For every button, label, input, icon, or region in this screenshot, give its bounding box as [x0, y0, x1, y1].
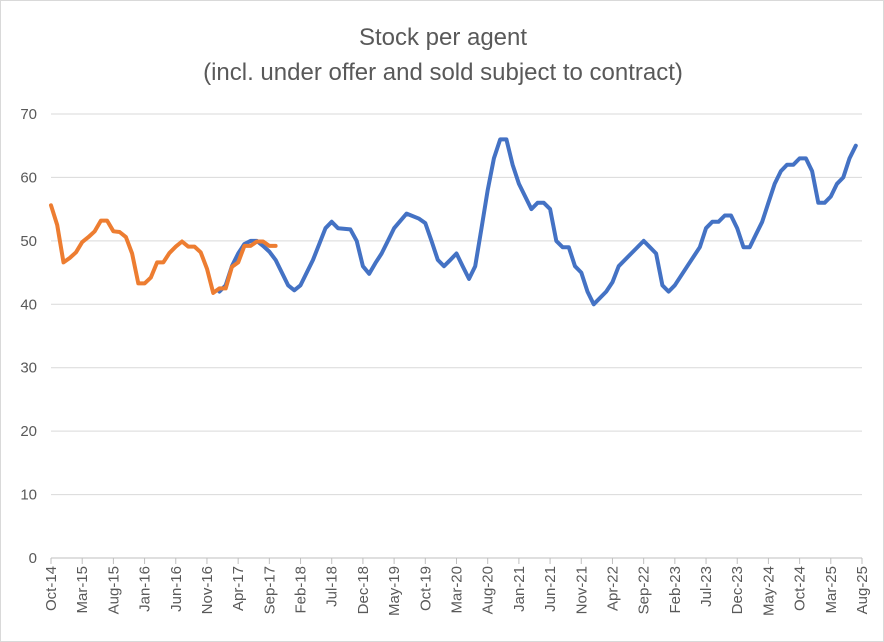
y-tick-label: 10 [20, 487, 37, 504]
x-axis-ticks: Oct-14 Mar-15 Aug-15 Jan-16 Jun-16 Nov-16 Apr-… [43, 558, 871, 616]
x-tick-label: Feb-18 [293, 566, 310, 614]
series-lines [49, 137, 858, 307]
x-tick-label: Jan-16 [137, 566, 154, 612]
x-tick-label: Aug-20 [480, 566, 497, 614]
x-tick-label: Sep-17 [261, 566, 278, 614]
x-tick-label: Mar-15 [74, 566, 91, 614]
y-tick-label: 20 [20, 423, 37, 440]
y-tick-label: 0 [29, 550, 37, 567]
y-tick-label: 60 [20, 169, 37, 186]
chart-title: Stock per agent [359, 24, 527, 51]
series-line [217, 137, 858, 307]
x-tick-label: Dec-18 [355, 566, 372, 614]
y-tick-label: 30 [20, 360, 37, 377]
x-tick-label: Apr-17 [230, 566, 247, 611]
x-tick-label: May-19 [386, 566, 403, 616]
x-tick-label: Mar-25 [823, 566, 840, 614]
x-tick-label: Jun-16 [168, 566, 185, 612]
y-axis-ticks: 0 10 20 30 40 50 60 70 [20, 106, 37, 567]
x-tick-label: Dec-23 [729, 566, 746, 614]
x-tick-label: Jul-23 [698, 566, 715, 607]
x-tick-label: Mar-20 [449, 566, 466, 614]
x-tick-label: Apr-22 [604, 566, 621, 611]
x-tick-label: Oct-24 [792, 566, 809, 611]
y-tick-label: 50 [20, 233, 37, 250]
x-tick-label: Sep-22 [636, 566, 653, 614]
x-tick-label: Oct-14 [43, 566, 60, 611]
x-tick-label: Jun-21 [542, 566, 559, 612]
y-tick-label: 70 [20, 106, 37, 123]
x-tick-label: Oct-19 [417, 566, 434, 611]
x-tick-label: Jan-21 [511, 566, 528, 612]
chart-subtitle: (incl. under offer and sold subject to c… [203, 59, 683, 86]
x-tick-label: Nov-16 [199, 566, 216, 614]
x-tick-label: Aug-25 [854, 566, 871, 614]
x-tick-label: Nov-21 [573, 566, 590, 614]
y-tick-label: 40 [20, 296, 37, 313]
x-tick-label: May-24 [760, 566, 777, 616]
gridlines [51, 113, 862, 559]
series-line [49, 203, 278, 295]
x-tick-label: Aug-15 [105, 566, 122, 614]
x-tick-label: Jul-18 [324, 566, 341, 607]
x-tick-label: Feb-23 [667, 566, 684, 614]
